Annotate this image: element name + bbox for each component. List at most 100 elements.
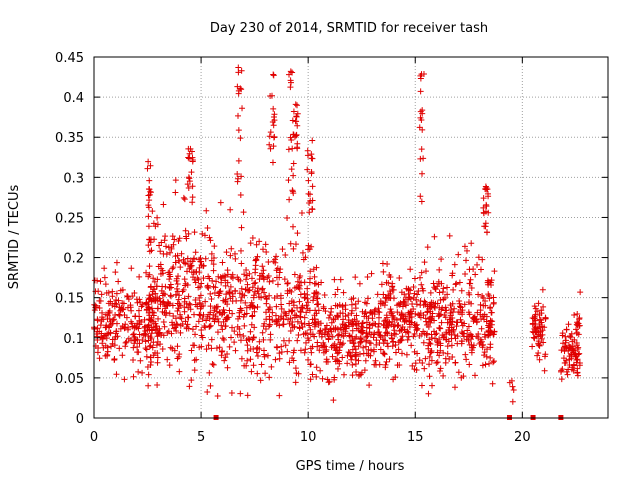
data-point <box>218 322 225 329</box>
data-point <box>166 276 173 283</box>
data-point <box>448 324 455 331</box>
data-point <box>273 321 280 328</box>
data-point <box>349 372 356 379</box>
data-point <box>238 224 245 231</box>
data-point <box>532 311 539 318</box>
data-point <box>542 351 549 358</box>
data-point <box>227 295 234 302</box>
data-point <box>358 336 365 343</box>
y-axis-label: SRMTID / TECUs <box>7 185 22 290</box>
data-point <box>174 280 181 287</box>
data-point <box>318 279 325 286</box>
data-point <box>167 249 174 256</box>
data-point <box>428 357 435 364</box>
data-point <box>427 289 434 296</box>
data-point <box>263 300 270 307</box>
data-point <box>420 328 427 335</box>
data-point <box>480 209 487 216</box>
data-point <box>202 298 209 305</box>
data-point <box>350 340 357 347</box>
data-point <box>286 337 293 344</box>
data-point <box>427 303 434 310</box>
data-point <box>298 210 305 217</box>
data-point <box>294 278 301 285</box>
data-point <box>558 376 565 383</box>
data-point <box>414 291 421 298</box>
data-point <box>286 196 293 203</box>
data-point <box>349 318 356 325</box>
data-point <box>231 328 238 335</box>
data-point <box>189 183 196 190</box>
data-point <box>235 69 242 76</box>
data-point <box>475 254 482 261</box>
data-point <box>314 290 321 297</box>
data-point <box>220 307 227 313</box>
data-point <box>363 333 370 340</box>
data-point <box>405 333 412 340</box>
data-point <box>458 287 465 294</box>
data-point <box>452 359 459 366</box>
data-point <box>145 204 152 211</box>
data-point <box>308 151 315 158</box>
data-point <box>248 275 255 282</box>
data-point <box>463 336 470 343</box>
data-point <box>448 342 455 349</box>
data-point <box>287 240 294 247</box>
data-point <box>159 345 166 352</box>
data-point <box>432 285 439 292</box>
data-point <box>449 272 456 279</box>
data-point <box>323 322 330 329</box>
data-point <box>574 365 581 372</box>
data-point <box>244 347 251 354</box>
data-point <box>153 283 160 290</box>
data-point <box>490 358 497 365</box>
data-point <box>339 304 346 311</box>
data-point <box>110 316 117 323</box>
data-point <box>292 379 299 386</box>
data-point <box>169 265 176 272</box>
data-point <box>109 340 116 347</box>
data-point <box>474 261 481 268</box>
data-point <box>271 111 278 118</box>
data-point <box>418 281 425 288</box>
data-point <box>267 145 274 152</box>
data-point <box>571 312 578 319</box>
data-point <box>227 252 234 259</box>
data-point <box>290 108 297 115</box>
data-point <box>269 119 276 126</box>
data-point <box>434 349 441 356</box>
data-point <box>490 331 497 338</box>
data-point <box>235 157 242 164</box>
data-point <box>309 197 316 204</box>
data-point <box>383 358 390 365</box>
data-point <box>461 301 468 308</box>
data-point <box>294 318 301 325</box>
data-point <box>201 323 208 330</box>
data-point <box>306 209 313 216</box>
data-point <box>229 275 236 282</box>
data-point <box>113 371 120 378</box>
data-point <box>96 304 103 311</box>
data-point <box>244 357 251 364</box>
data-point <box>177 311 184 318</box>
data-point <box>185 184 192 191</box>
data-point <box>142 331 149 338</box>
data-point <box>393 317 400 324</box>
data-point <box>337 324 344 331</box>
data-point <box>105 330 112 337</box>
data-point <box>304 335 311 342</box>
data-point <box>305 299 312 306</box>
data-point <box>279 246 286 253</box>
data-point <box>157 270 164 277</box>
data-point <box>356 371 363 378</box>
data-point <box>208 336 215 343</box>
data-point <box>421 365 428 372</box>
data-point <box>416 357 423 364</box>
data-point <box>121 324 128 331</box>
data-point <box>210 254 217 261</box>
data-point <box>342 322 349 329</box>
data-point <box>274 344 281 351</box>
data-point <box>146 306 153 313</box>
data-point <box>207 237 214 244</box>
data-point <box>374 329 381 336</box>
